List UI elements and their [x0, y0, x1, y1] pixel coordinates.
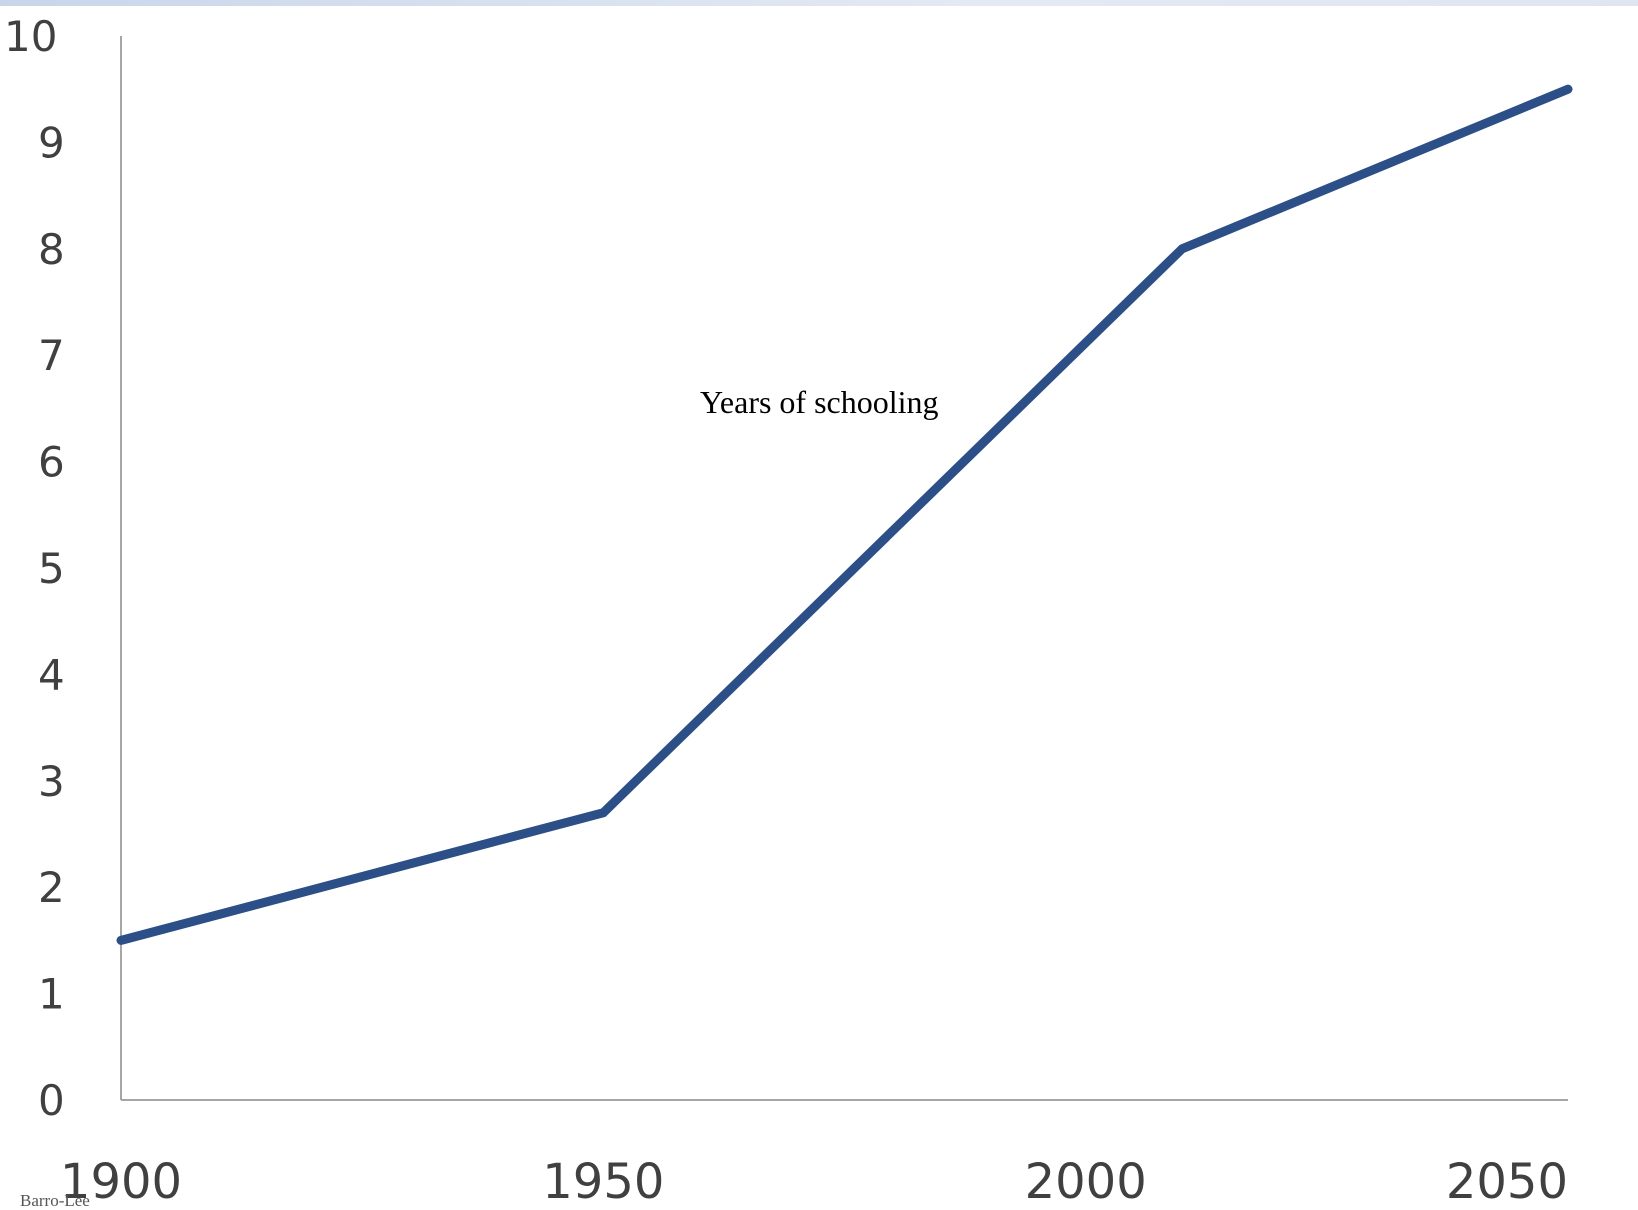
x-axis-tick-labels: 1900 1950 2000 2050 [60, 1154, 1568, 1209]
y-tick-label-2: 2 [38, 863, 65, 912]
y-tick-label-3: 3 [38, 757, 65, 806]
x-tick-label-1900: 1900 [60, 1154, 182, 1209]
x-tick-label-2000: 2000 [1025, 1154, 1147, 1209]
y-tick-label-5: 5 [38, 544, 65, 593]
series-line-0 [116, 84, 1573, 945]
y-axis-tick-labels: 0 1 2 3 4 5 6 7 8 9 10 [4, 12, 65, 1125]
y-tick-label-6: 6 [38, 438, 65, 487]
y-tick-label-4: 4 [38, 650, 65, 699]
source-note: Barro-Lee [20, 1191, 90, 1210]
series-point-2050 [1567, 88, 1569, 90]
series-label-years-of-schooling: Years of schooling [700, 384, 939, 420]
window-top-strip [0, 0, 1638, 6]
y-tick-label-0: 0 [38, 1076, 65, 1125]
y-tick-label-8: 8 [38, 225, 65, 274]
x-tick-label-2050: 2050 [1446, 1154, 1568, 1209]
y-tick-label-7: 7 [38, 331, 65, 380]
series-point-1950 [602, 812, 604, 814]
x-tick-label-1950: 1950 [542, 1154, 664, 1209]
y-tick-label-1: 1 [38, 970, 65, 1019]
series-point-1900 [120, 939, 122, 941]
series-group [116, 84, 1573, 945]
y-tick-label-9: 9 [38, 118, 65, 167]
y-tick-label-10: 10 [4, 12, 57, 61]
series-point-2010 [1181, 248, 1183, 250]
